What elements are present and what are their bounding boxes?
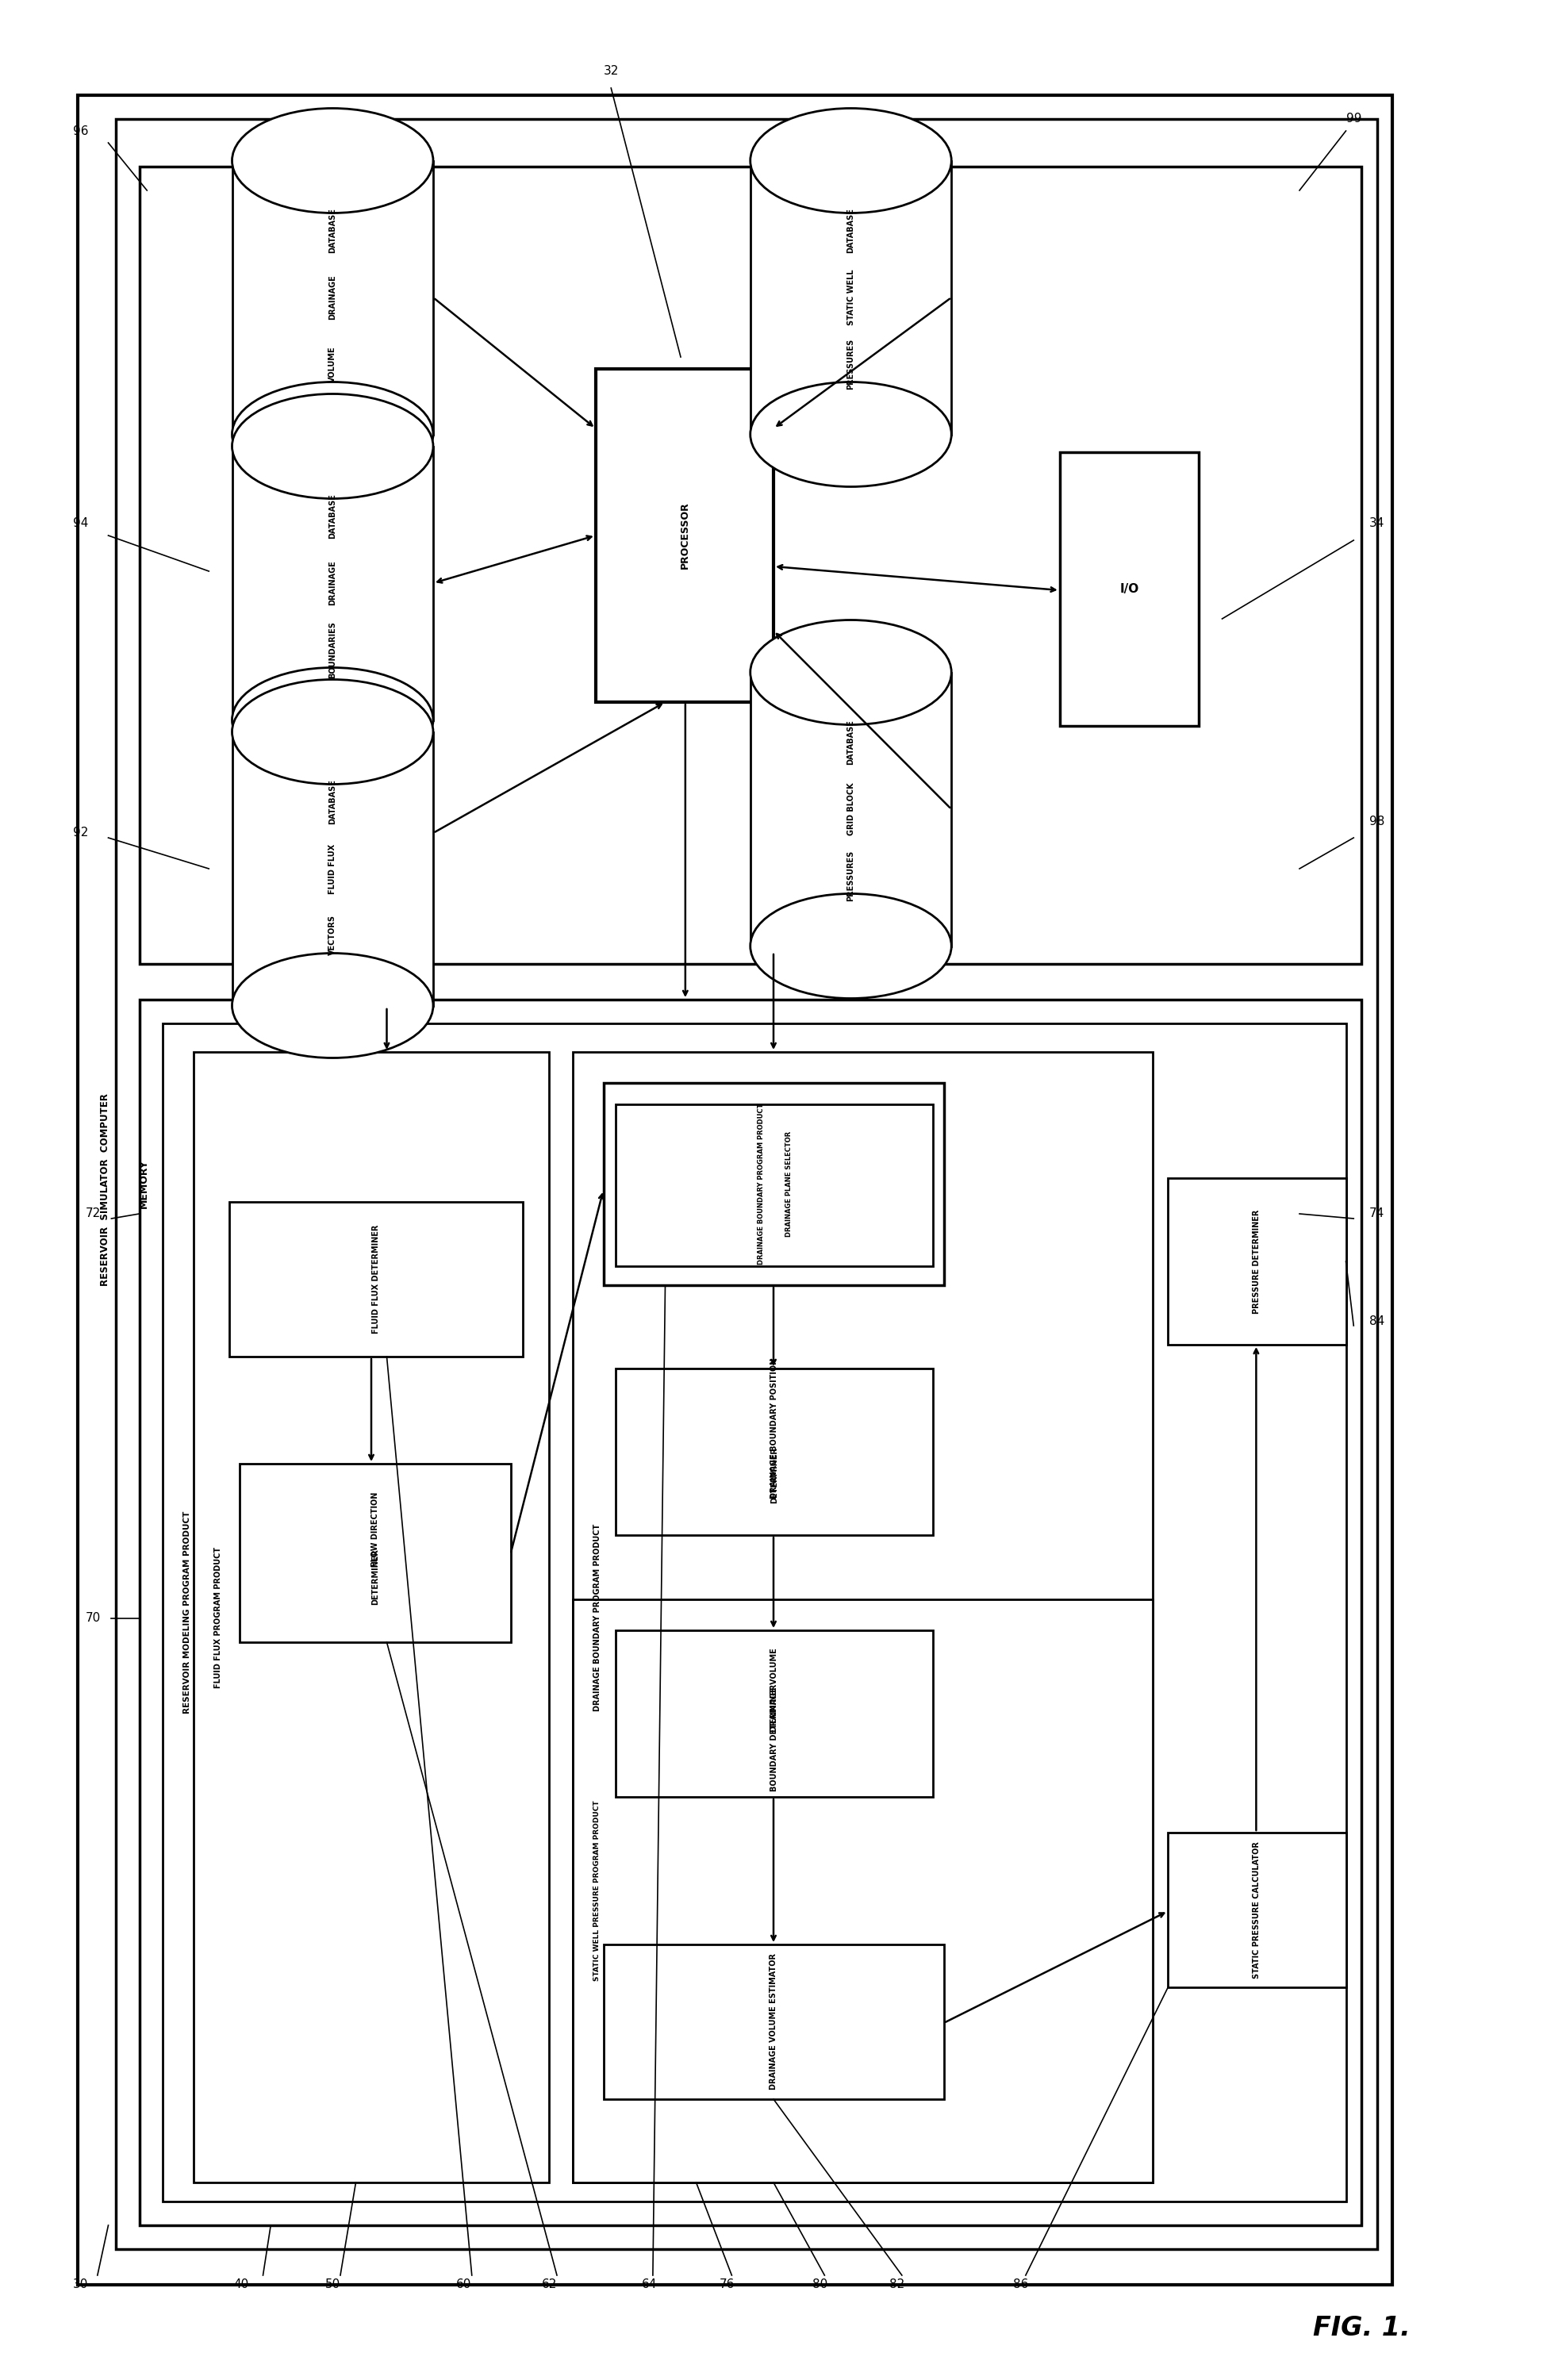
Text: DATABASE: DATABASE [846,209,855,252]
Bar [232,162,433,433]
Text: 50: 50 [325,2280,340,2290]
Text: 82: 82 [890,2280,905,2290]
Bar [162,1023,1346,2202]
Text: DRAINAGE: DRAINAGE [328,276,337,319]
Bar [116,119,1377,2249]
Bar [1168,1833,1346,1987]
Ellipse shape [232,666,433,771]
Bar [232,733,433,1004]
Text: DRAINAGE VOLUME: DRAINAGE VOLUME [770,1647,778,1733]
Text: 84: 84 [1369,1314,1385,1328]
Text: DATABASE: DATABASE [328,495,337,538]
Text: DRAINAGE BOUNDARY PROGRAM PRODUCT: DRAINAGE BOUNDARY PROGRAM PRODUCT [758,1104,764,1264]
Bar [603,1083,944,1285]
Text: 70: 70 [85,1614,101,1623]
Text: PRESSURES: PRESSURES [846,338,855,390]
Ellipse shape [232,381,433,488]
Text: PROCESSOR: PROCESSOR [679,502,690,569]
Text: RESERVOIR MODELING PROGRAM PRODUCT: RESERVOIR MODELING PROGRAM PRODUCT [183,1511,192,1714]
Text: 86: 86 [1013,2280,1029,2290]
Bar [240,1464,511,1642]
Text: 96: 96 [73,124,88,136]
Bar [596,369,774,702]
Ellipse shape [232,393,433,500]
Text: 60: 60 [456,2280,472,2290]
Bar [616,1630,933,1797]
Text: DETERMINER: DETERMINER [371,1549,379,1604]
Bar [750,671,951,947]
Text: 99: 99 [1346,112,1361,124]
Bar [603,1944,944,2099]
Bar [232,447,433,719]
Text: FIG. 1.: FIG. 1. [1313,2313,1409,2342]
Text: FLUID FLUX: FLUID FLUX [328,843,337,895]
Text: FLOW DIRECTION: FLOW DIRECTION [371,1492,379,1566]
Text: DETERMINER: DETERMINER [770,1447,778,1504]
Bar [616,1104,933,1266]
Text: VECTORS: VECTORS [328,916,337,954]
Bar [77,95,1392,2285]
Ellipse shape [750,107,951,214]
Text: 64: 64 [642,2280,657,2290]
Bar [572,1599,1153,2182]
Text: GRID BLOCK: GRID BLOCK [846,783,855,835]
Text: 40: 40 [234,2280,249,2290]
Text: 98: 98 [1369,814,1385,828]
Text: 80: 80 [812,2280,828,2290]
Text: 30: 30 [73,2280,88,2290]
Ellipse shape [750,895,951,1000]
Ellipse shape [750,381,951,488]
Text: FLUID FLUX DETERMINER: FLUID FLUX DETERMINER [371,1226,381,1333]
Ellipse shape [232,107,433,214]
Text: BOUNDARY DETERMINER: BOUNDARY DETERMINER [770,1683,778,1792]
Ellipse shape [750,621,951,724]
Text: STATIC WELL: STATIC WELL [846,269,855,326]
Text: DATABASE: DATABASE [328,781,337,823]
Text: 62: 62 [541,2280,557,2290]
Bar [139,1000,1361,2225]
Text: RESERVOIR  SIMULATOR  COMPUTER: RESERVOIR SIMULATOR COMPUTER [101,1095,110,1285]
Text: 34: 34 [1369,519,1385,531]
Text: STATIC PRESSURE CALCULATOR: STATIC PRESSURE CALCULATOR [1253,1842,1261,1978]
Text: DATABASE: DATABASE [846,721,855,764]
Text: FLUID FLUX PROGRAM PRODUCT: FLUID FLUX PROGRAM PRODUCT [213,1547,223,1687]
Bar [193,1052,549,2182]
Text: PRESSURE DETERMINER: PRESSURE DETERMINER [1253,1209,1261,1314]
Text: DRAINAGE BOUNDARY PROGRAM PRODUCT: DRAINAGE BOUNDARY PROGRAM PRODUCT [593,1523,602,1711]
Ellipse shape [232,681,433,785]
Bar [139,167,1361,964]
Bar [616,1368,933,1535]
Text: DRAINAGE PLANE SELECTOR: DRAINAGE PLANE SELECTOR [786,1130,792,1238]
Ellipse shape [232,952,433,1057]
Text: 76: 76 [719,2280,735,2290]
Bar [1168,1178,1346,1345]
Text: VOLUME: VOLUME [328,345,337,383]
Text: DATABASE: DATABASE [328,209,337,252]
Bar [572,1052,1153,2182]
Bar [229,1202,523,1357]
Text: DRAINAGE: DRAINAGE [328,562,337,605]
Text: 94: 94 [73,519,88,531]
Bar [1060,452,1199,726]
Text: I/O: I/O [1120,583,1139,595]
Bar [750,162,951,433]
Text: BOUNDARIES: BOUNDARIES [328,621,337,678]
Text: DRAINAGE BOUNDARY POSITION: DRAINAGE BOUNDARY POSITION [770,1357,778,1499]
Text: PRESSURES: PRESSURES [846,850,855,902]
Text: DRAINAGE VOLUME ESTIMATOR: DRAINAGE VOLUME ESTIMATOR [769,1954,778,2090]
Text: 32: 32 [603,67,619,79]
Text: STATIC WELL PRESSURE PROGRAM PRODUCT: STATIC WELL PRESSURE PROGRAM PRODUCT [594,1802,600,1980]
Text: 74: 74 [1369,1209,1385,1219]
Text: 72: 72 [85,1209,101,1219]
Text: 92: 92 [73,828,88,840]
Text: MEMORY: MEMORY [139,1159,149,1209]
